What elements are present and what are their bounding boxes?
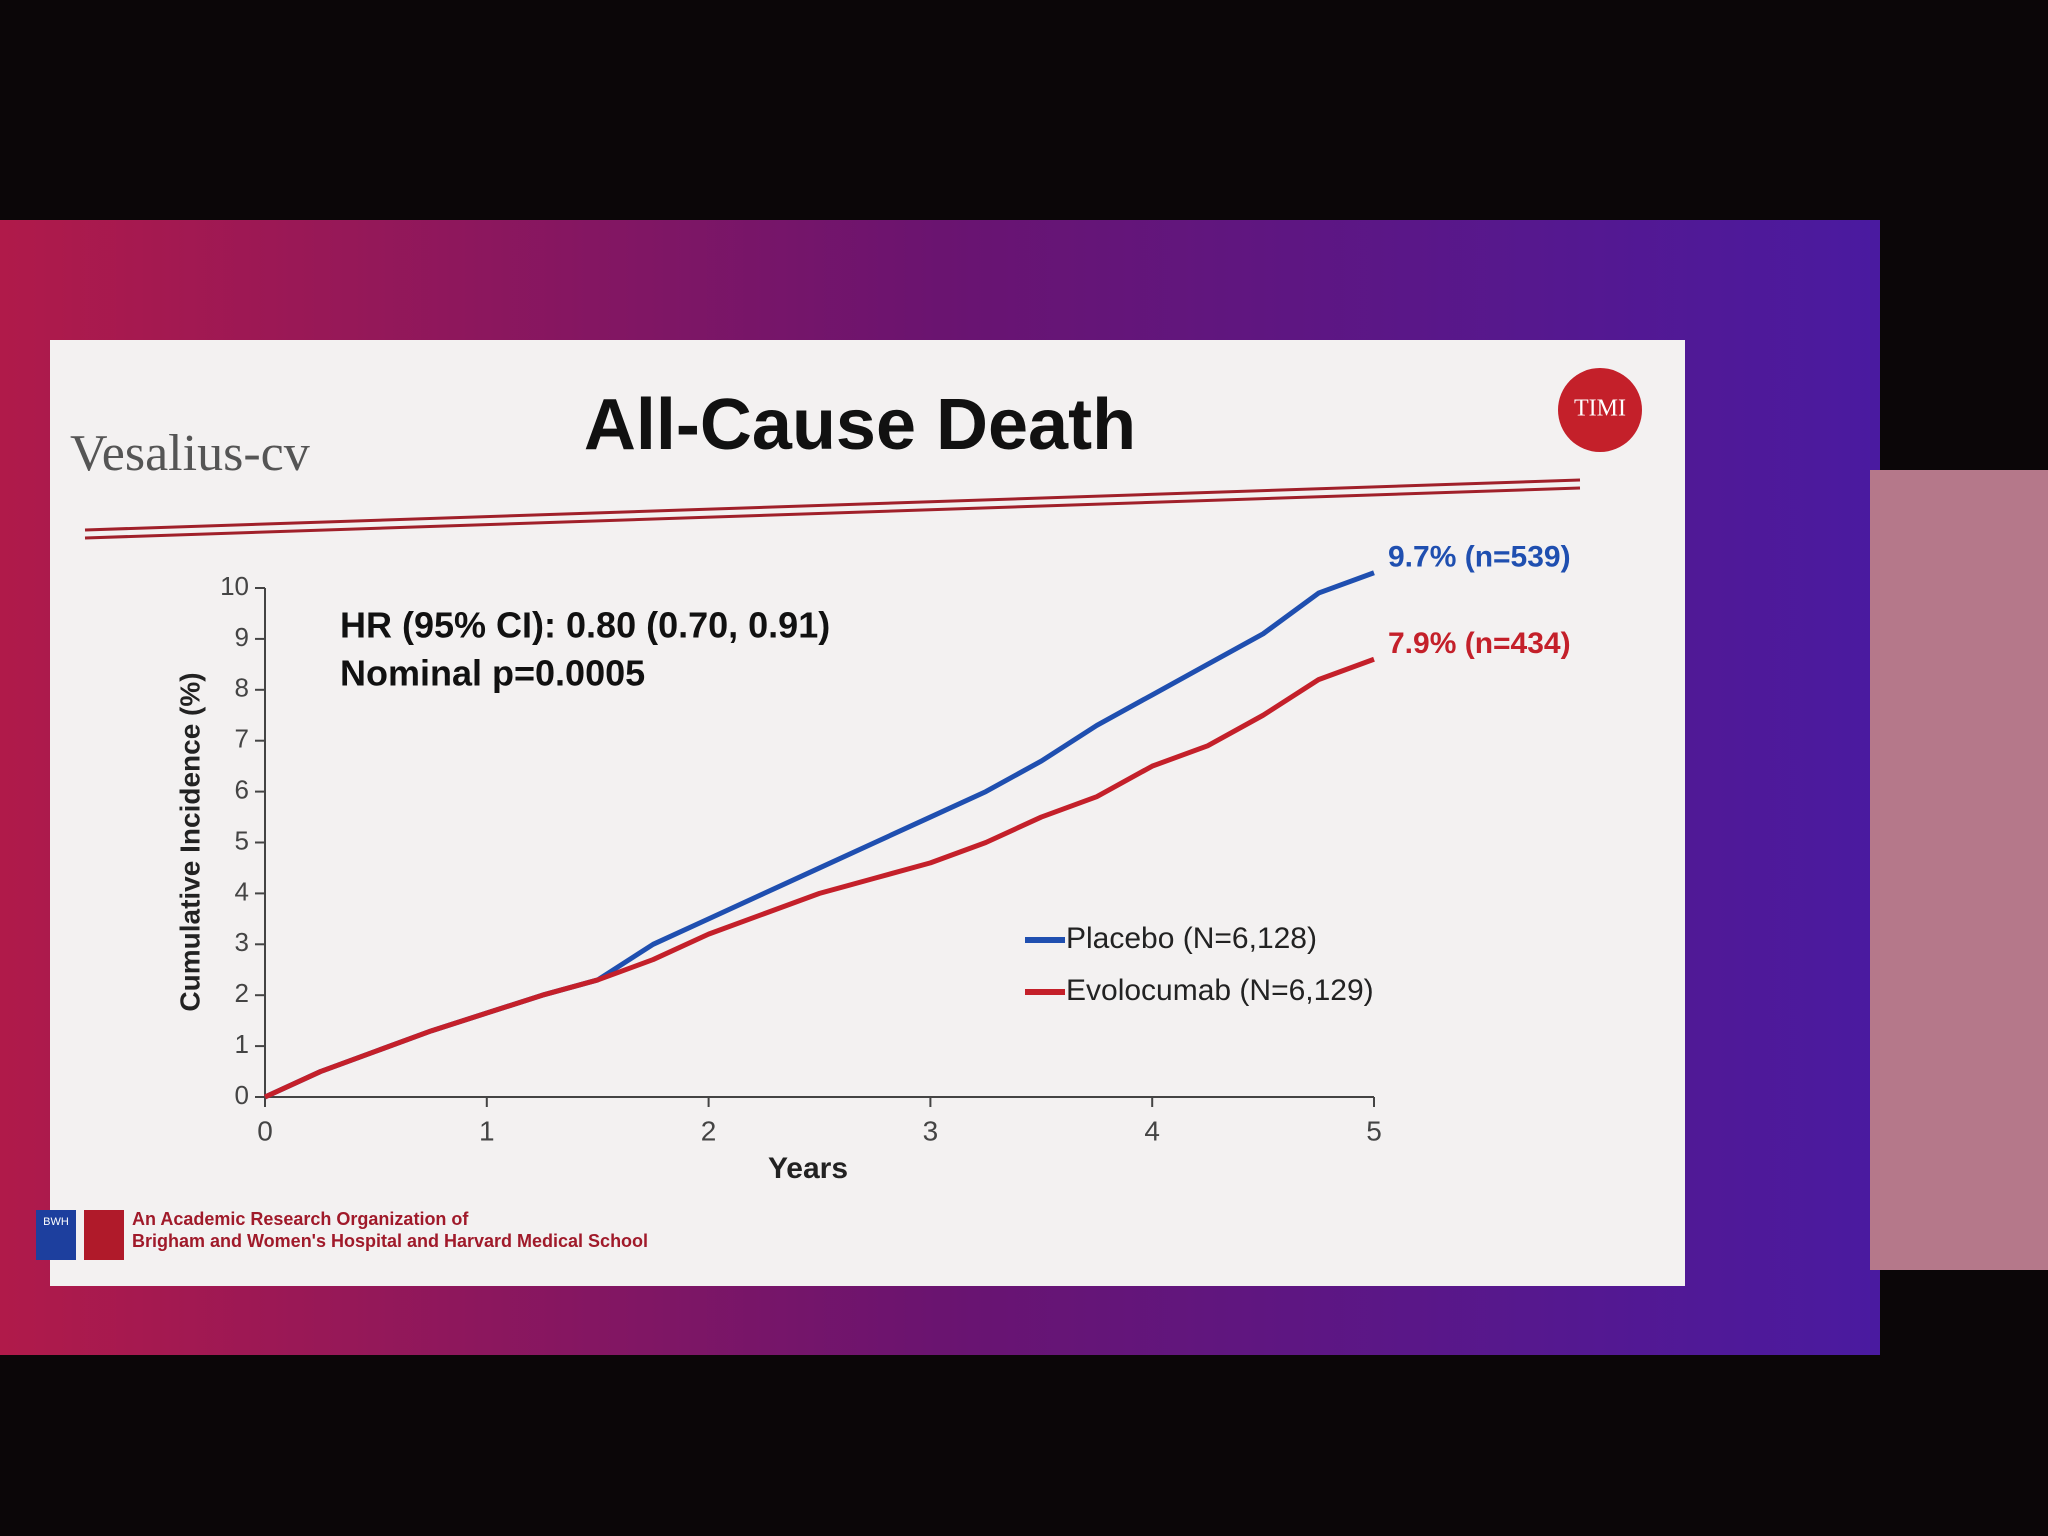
footer-logo-shield (36, 1210, 76, 1260)
x-tick-label: 1 (479, 1115, 495, 1146)
x-tick-label: 3 (923, 1115, 939, 1146)
logo-circle (1558, 368, 1642, 452)
legend-label: Evolocumab (N=6,129) (1066, 974, 1374, 1007)
y-tick-label: 7 (235, 724, 249, 754)
y-tick-label: 6 (235, 774, 249, 804)
brand: Vesalius-cv (70, 425, 310, 482)
side-wall (1870, 470, 2048, 1270)
x-tick-label: 4 (1144, 1115, 1160, 1146)
x-axis-label: Years (768, 1152, 848, 1185)
end-label: 7.9% (n=434) (1388, 627, 1571, 660)
x-tick-label: 0 (257, 1115, 273, 1146)
y-axis-label: Cumulative Incidence (%) (174, 672, 205, 1011)
y-tick-label: 1 (235, 1029, 249, 1059)
logo: TIMI (1574, 396, 1626, 422)
y-tick-label: 2 (235, 978, 249, 1008)
y-tick-label: 5 (235, 825, 249, 855)
footer-text: Brigham and Women's Hospital and Harvard… (132, 1231, 648, 1251)
annotation: HR (95% CI): 0.80 (0.70, 0.91) (340, 605, 830, 646)
end-label: 9.7% (n=539) (1388, 541, 1571, 574)
chart-title: All-Cause Death (584, 385, 1136, 465)
annotation: Nominal p=0.0005 (340, 653, 645, 694)
y-tick-label: 0 (235, 1080, 249, 1110)
y-tick-label: 8 (235, 673, 249, 703)
footer-logo-shield (84, 1210, 124, 1260)
legend-label: Placebo (N=6,128) (1066, 922, 1317, 955)
divider (84, 486, 1581, 540)
slide (50, 340, 1685, 1286)
footer-text: An Academic Research Organization of (132, 1209, 469, 1229)
y-tick-label: 4 (235, 876, 249, 906)
divider (84, 478, 1581, 532)
y-tick-label: 10 (220, 571, 249, 601)
y-tick-label: 9 (235, 622, 249, 652)
x-tick-label: 5 (1366, 1115, 1382, 1146)
x-tick-label: 2 (701, 1115, 717, 1146)
y-tick-label: 3 (235, 927, 249, 957)
series-line (263, 656, 1375, 1100)
footer-logo: BWH (43, 1216, 69, 1228)
